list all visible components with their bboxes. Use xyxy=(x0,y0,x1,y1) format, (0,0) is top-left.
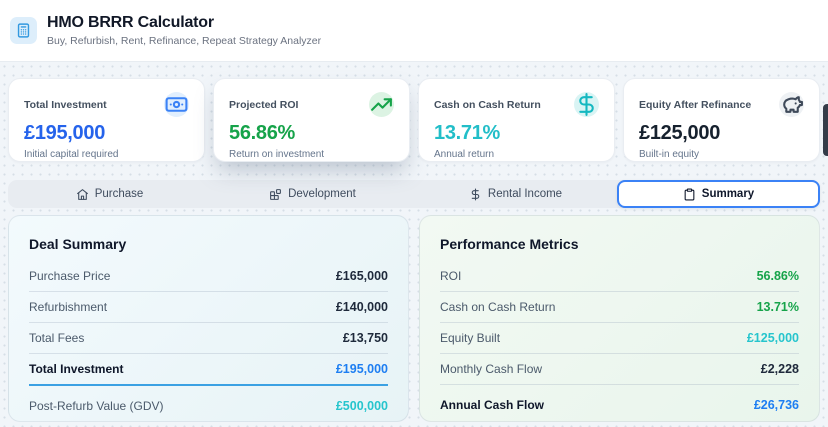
stat-card-header: Cash on Cash Return xyxy=(434,92,599,117)
row-label: Refurbishment xyxy=(29,300,108,314)
tab[interactable]: Purchase xyxy=(8,180,211,208)
stat-description: Initial capital required xyxy=(24,149,119,160)
stat-card: Total Investment £195,000 Initial capita… xyxy=(8,78,205,162)
stat-value: 13.71% xyxy=(434,122,501,144)
row-label: ROI xyxy=(440,269,462,283)
row-value: £140,000 xyxy=(335,300,388,314)
stat-description: Built-in equity xyxy=(639,149,700,160)
row-label: Post-Refurb Value (GDV) xyxy=(29,399,164,413)
metric-row: ROI 56.86% xyxy=(440,261,799,292)
dollar-icon xyxy=(574,92,599,117)
deal-summary-title: Deal Summary xyxy=(29,236,127,252)
stat-value: £125,000 xyxy=(639,122,721,144)
app-header: HMO BRRR Calculator Buy, Refurbish, Rent… xyxy=(0,0,828,62)
performance-metrics-title: Performance Metrics xyxy=(440,236,579,252)
row-value: £500,000 xyxy=(335,399,388,413)
tab-bar: Purchase Development Rental Income Summa… xyxy=(8,180,820,208)
tab[interactable]: Development xyxy=(211,180,414,208)
dollar-icon xyxy=(469,188,482,201)
piggy-bank-icon xyxy=(779,92,804,117)
stat-card: Cash on Cash Return 13.71% Annual return xyxy=(418,78,615,162)
row-label: Cash on Cash Return xyxy=(440,300,556,314)
row-label: Monthly Cash Flow xyxy=(440,362,543,376)
stat-label: Total Investment xyxy=(24,98,107,111)
row-value: 56.86% xyxy=(756,269,799,283)
row-label: Total Fees xyxy=(29,331,85,345)
tab[interactable]: Summary xyxy=(617,180,820,208)
tab-label: Purchase xyxy=(94,188,144,200)
summary-row: Purchase Price £165,000 xyxy=(29,261,388,292)
row-value: £2,228 xyxy=(760,362,799,376)
stat-label: Cash on Cash Return xyxy=(434,98,541,111)
stat-description: Annual return xyxy=(434,149,495,160)
calculator-icon xyxy=(10,17,37,44)
stat-description: Return on investment xyxy=(229,149,325,160)
stat-label: Equity After Refinance xyxy=(639,98,752,111)
row-value: £165,000 xyxy=(335,269,388,283)
scrollbar-thumb[interactable] xyxy=(823,104,828,156)
metric-row: Annual Cash Flow £26,736 xyxy=(440,385,799,420)
tab-label: Summary xyxy=(701,188,755,200)
tab-label: Development xyxy=(288,188,356,200)
main-content: Total Investment £195,000 Initial capita… xyxy=(0,62,828,427)
deal-summary-rows: Purchase Price £165,000 Refurbishment £1… xyxy=(29,261,388,421)
row-value: 13.71% xyxy=(756,300,799,314)
page-title: HMO BRRR Calculator xyxy=(47,14,214,31)
performance-metrics-panel: Performance Metrics ROI 56.86% Cash on C… xyxy=(419,215,820,422)
header-text: HMO BRRR Calculator Buy, Refurbish, Rent… xyxy=(47,14,321,47)
summary-row: Total Fees £13,750 xyxy=(29,323,388,354)
home-icon xyxy=(76,188,89,201)
summary-row: Total Investment £195,000 xyxy=(29,354,388,386)
row-label: Purchase Price xyxy=(29,269,111,283)
clipboard-icon xyxy=(683,188,696,201)
row-label: Annual Cash Flow xyxy=(440,398,545,412)
summary-row: Refurbishment £140,000 xyxy=(29,292,388,323)
row-label: Equity Built xyxy=(440,331,501,345)
stat-value: 56.86% xyxy=(229,122,296,144)
performance-metrics-rows: ROI 56.86% Cash on Cash Return 13.71% Eq… xyxy=(440,261,799,420)
tab[interactable]: Rental Income xyxy=(414,180,617,208)
trending-up-icon xyxy=(369,92,394,117)
stat-card: Equity After Refinance £125,000 Built-in… xyxy=(623,78,820,162)
row-value: £125,000 xyxy=(746,331,799,345)
row-value: £195,000 xyxy=(335,362,388,376)
stat-label: Projected ROI xyxy=(229,98,299,111)
metric-row: Monthly Cash Flow £2,228 xyxy=(440,354,799,385)
row-label: Total Investment xyxy=(29,362,124,376)
stat-card-header: Equity After Refinance xyxy=(639,92,804,117)
stat-value: £195,000 xyxy=(24,122,106,144)
row-value: £13,750 xyxy=(342,331,388,345)
stat-cards: Total Investment £195,000 Initial capita… xyxy=(8,78,820,162)
stat-card: Projected ROI 56.86% Return on investmen… xyxy=(213,78,410,162)
banknote-icon xyxy=(164,92,189,117)
page-subtitle: Buy, Refurbish, Rent, Refinance, Repeat … xyxy=(47,35,322,47)
metric-row: Equity Built £125,000 xyxy=(440,323,799,354)
deal-summary-panel: Deal Summary Purchase Price £165,000 Ref… xyxy=(8,215,409,422)
summary-row: Post-Refurb Value (GDV) £500,000 xyxy=(29,386,388,421)
metric-row: Cash on Cash Return 13.71% xyxy=(440,292,799,323)
stat-card-header: Projected ROI xyxy=(229,92,394,117)
blocks-icon xyxy=(269,188,282,201)
row-value: £26,736 xyxy=(753,398,799,412)
stat-card-header: Total Investment xyxy=(24,92,189,117)
tab-label: Rental Income xyxy=(487,188,563,200)
summary-panels: Deal Summary Purchase Price £165,000 Ref… xyxy=(8,215,820,422)
